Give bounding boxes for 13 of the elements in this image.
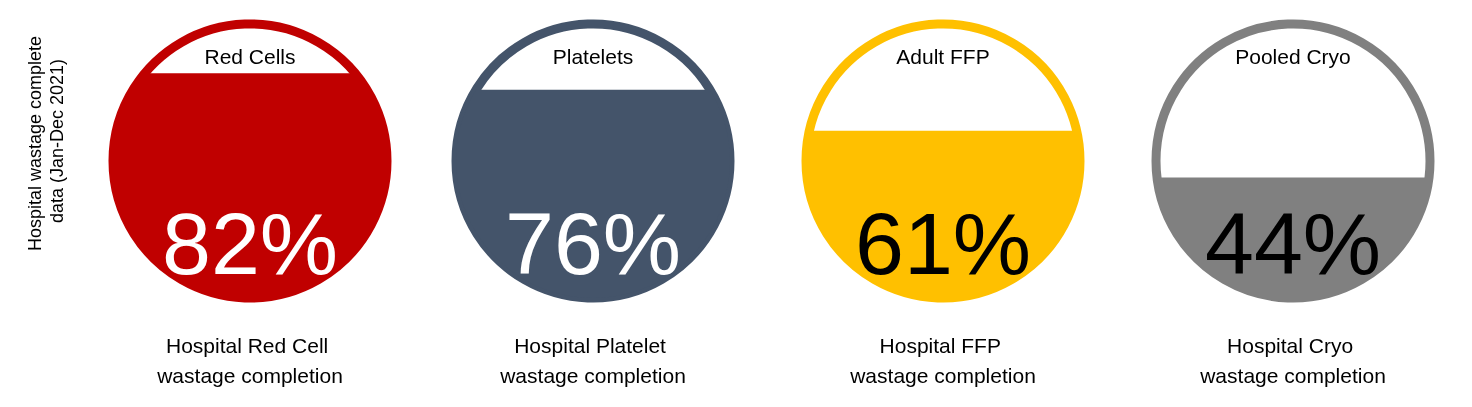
- data-label: 82%: [161, 193, 339, 293]
- data-label: 76%: [504, 193, 682, 293]
- text: Red Cells: [204, 44, 296, 68]
- text: Hospital FFP wastage completion: [849, 333, 1036, 387]
- text: Pooled Cryo: [1235, 44, 1351, 68]
- data-label: 44%: [1204, 193, 1382, 293]
- text: Hospital Red Cell wastage completion: [156, 333, 343, 387]
- data-label: 61%: [854, 193, 1032, 293]
- text: Platelets: [552, 44, 634, 68]
- text: Hospital Cryo wastage completion: [1199, 333, 1386, 387]
- text: Adult FFP: [896, 44, 990, 68]
- text: Hospital wastage complete data (Jan-Dec 2021): [25, 30, 67, 252]
- text: Hospital Platelet wastage completion: [499, 333, 686, 387]
